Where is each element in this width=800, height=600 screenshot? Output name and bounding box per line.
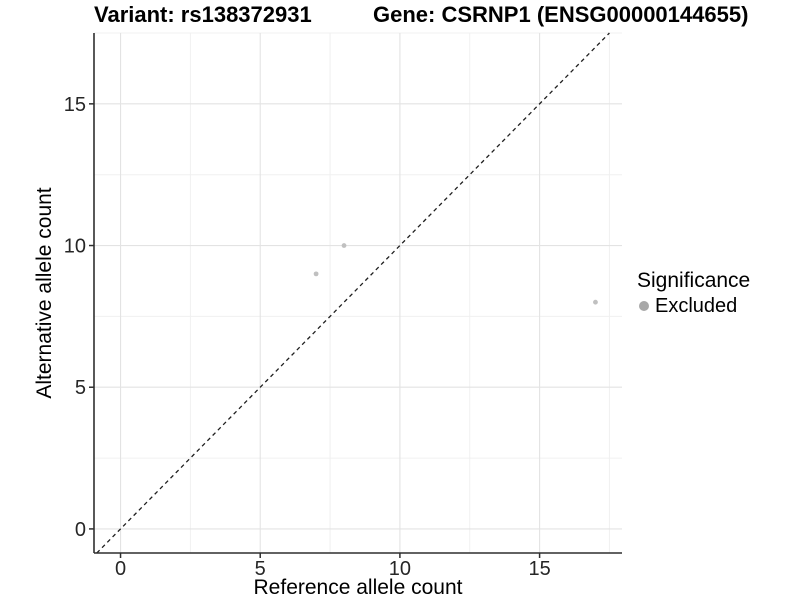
y-axis-label: Alternative allele count: [33, 187, 56, 399]
identity-line: [96, 32, 610, 554]
x-tick-label: 0: [115, 558, 126, 580]
y-tick-label: 5: [75, 377, 86, 399]
x-tick-label: 15: [528, 558, 550, 580]
x-tick-label: 10: [389, 558, 411, 580]
legend: Significance Excluded: [637, 269, 750, 318]
y-tick-label: 15: [64, 94, 86, 116]
legend-title: Significance: [637, 269, 751, 292]
legend-item-excluded: Excluded: [639, 294, 750, 318]
y-tick-label: 0: [75, 519, 86, 541]
x-tick-label: 5: [255, 558, 266, 580]
plot-title-variant: Variant: rs138372931: [94, 2, 312, 27]
y-tick-label: 10: [64, 236, 86, 258]
data-point: [313, 271, 319, 277]
circle-dot-icon: [639, 301, 649, 311]
legend-item-label: Excluded: [655, 295, 738, 317]
data-point: [593, 299, 598, 305]
plot-title-gene: Gene: CSRNP1 (ENSG00000144655): [373, 2, 749, 27]
data-point: [341, 243, 347, 248]
x-axis-label: Reference allele count: [253, 576, 463, 599]
